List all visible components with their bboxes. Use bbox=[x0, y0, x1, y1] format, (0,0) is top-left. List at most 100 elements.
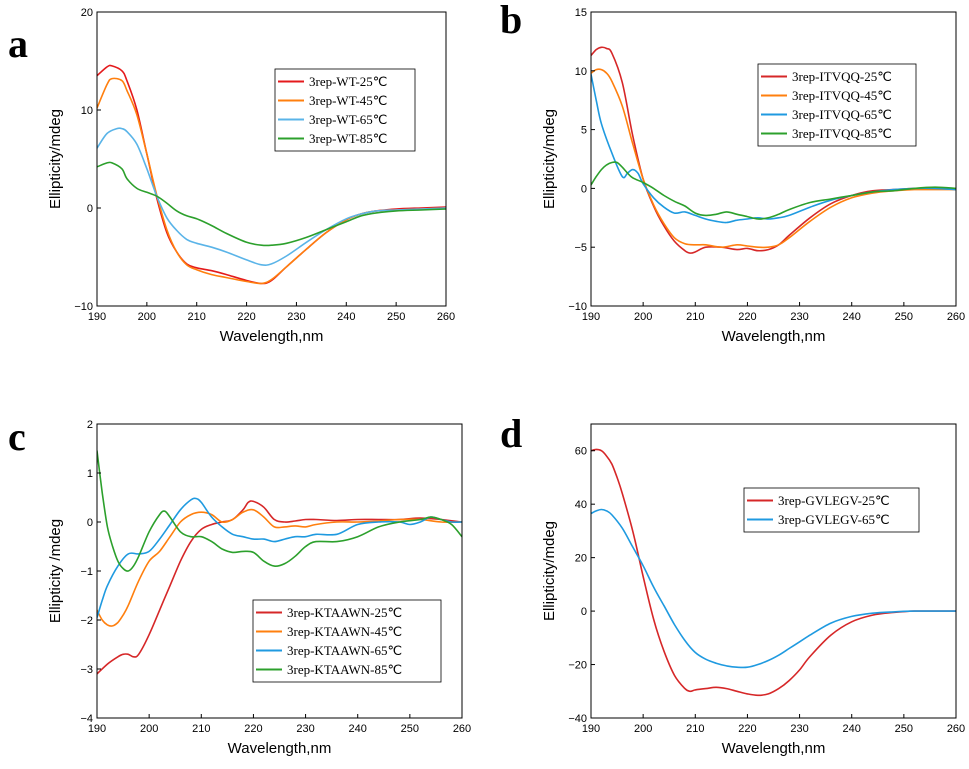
legend: 3rep-ITVQQ-25℃ 3rep-ITVQQ-45℃ 3rep-ITVQQ-6… bbox=[757, 63, 917, 147]
y-tick-label: 40 bbox=[575, 499, 587, 511]
y-tick-label: 2 bbox=[87, 419, 93, 431]
x-tick-label: 250 bbox=[895, 311, 913, 323]
x-tick-label: 230 bbox=[790, 311, 808, 323]
x-tick-label: 220 bbox=[244, 723, 262, 735]
y-axis-title: Ellipticity/mdeg bbox=[541, 109, 558, 209]
x-tick-label: 260 bbox=[947, 311, 965, 323]
chart-panel-a: a 190 200 210 220 230 240 250 260 −10 0 10 20 Wavelen… bbox=[8, 7, 455, 345]
legend-label: 3rep-GVLEGV-65℃ bbox=[778, 512, 890, 527]
x-tick-label: 190 bbox=[582, 311, 600, 323]
x-tick-label: 240 bbox=[337, 311, 355, 323]
series-group bbox=[97, 450, 462, 675]
y-axis-title: Ellipticity/mdeg bbox=[47, 109, 64, 209]
panel-letter: d bbox=[500, 411, 522, 456]
legend-label: 3rep-KTAAWN-25℃ bbox=[287, 605, 402, 620]
legend-box bbox=[274, 68, 416, 152]
chart-panel-b: b 190 200 210 220 230 240 250 260 −10 −5 0 5 10 15 Wave… bbox=[500, 0, 965, 345]
x-tick-label: 230 bbox=[790, 723, 808, 735]
x-tick-label: 210 bbox=[188, 311, 206, 323]
y-tick-label: −10 bbox=[74, 301, 93, 313]
series-line-c-2 bbox=[97, 508, 462, 627]
y-tick-label: −3 bbox=[80, 664, 93, 676]
x-tick-label: 240 bbox=[349, 723, 367, 735]
legend-label: 3rep-KTAAWN-65℃ bbox=[287, 643, 402, 658]
x-tick-label: 250 bbox=[895, 723, 913, 735]
x-tick-label: 260 bbox=[437, 311, 455, 323]
x-tick-label: 220 bbox=[237, 311, 255, 323]
y-tick-label: −40 bbox=[568, 713, 587, 725]
legend-label: 3rep-ITVQQ-25℃ bbox=[792, 69, 892, 84]
legend-label: 3rep-ITVQQ-45℃ bbox=[792, 88, 892, 103]
y-tick-label: 10 bbox=[575, 66, 587, 78]
y-tick-label: 0 bbox=[87, 517, 93, 529]
x-axis-title: Wavelength,nm bbox=[228, 740, 332, 757]
plot-frame bbox=[96, 11, 447, 307]
x-tick-label: 240 bbox=[843, 723, 861, 735]
series-line-c-3 bbox=[97, 497, 462, 619]
x-tick-label: 220 bbox=[738, 311, 756, 323]
legend-label: 3rep-WT-45℃ bbox=[309, 93, 387, 108]
y-tick-label: −2 bbox=[80, 615, 93, 627]
y-tick-label: −4 bbox=[80, 713, 93, 725]
legend-label: 3rep-WT-25℃ bbox=[309, 74, 387, 89]
y-tick-label: −20 bbox=[568, 660, 587, 672]
series-group bbox=[591, 448, 956, 697]
x-tick-label: 200 bbox=[634, 723, 652, 735]
y-tick-label: 0 bbox=[87, 203, 93, 215]
legend-label: 3rep-GVLEGV-25℃ bbox=[778, 493, 890, 508]
legend-label: 3rep-WT-85℃ bbox=[309, 131, 387, 146]
y-tick-label: 20 bbox=[575, 553, 587, 565]
y-axis-title: Ellipticity /mdeg bbox=[47, 519, 64, 623]
panel-letter: a bbox=[8, 21, 28, 66]
x-tick-label: 210 bbox=[686, 723, 704, 735]
chart-panel-c: c 190 200 210 220 230 240 250 260 −4 −3 −2 −1 0 1 2 Wave… bbox=[8, 414, 471, 757]
legend-label: 3rep-KTAAWN-85℃ bbox=[287, 662, 402, 677]
x-tick-label: 190 bbox=[88, 723, 106, 735]
legend: 3rep-GVLEGV-25℃ 3rep-GVLEGV-65℃ bbox=[743, 487, 920, 533]
x-tick-label: 260 bbox=[453, 723, 471, 735]
legend-label: 3rep-WT-65℃ bbox=[309, 112, 387, 127]
legend-box bbox=[757, 63, 917, 147]
series-line-d-2 bbox=[591, 508, 956, 669]
legend-box bbox=[252, 599, 442, 683]
y-tick-label: 0 bbox=[581, 606, 587, 618]
series-line-c-4 bbox=[97, 450, 462, 572]
y-tick-label: 5 bbox=[581, 125, 587, 137]
series-line-b-4 bbox=[591, 161, 956, 220]
x-tick-label: 210 bbox=[192, 723, 210, 735]
legend: 3rep-KTAAWN-25℃ 3rep-KTAAWN-45℃ 3rep-KTAAW… bbox=[252, 599, 442, 683]
x-axis-title: Wavelength,nm bbox=[722, 740, 826, 757]
panel-letter: c bbox=[8, 414, 26, 459]
y-tick-label: 0 bbox=[581, 183, 587, 195]
series-line-d-1 bbox=[591, 448, 956, 697]
x-axis-title: Wavelength,nm bbox=[220, 328, 324, 345]
x-tick-label: 200 bbox=[138, 311, 156, 323]
x-tick-label: 250 bbox=[401, 723, 419, 735]
x-tick-label: 200 bbox=[634, 311, 652, 323]
y-tick-label: 20 bbox=[81, 7, 93, 19]
y-tick-label: −1 bbox=[80, 566, 93, 578]
plot-frame bbox=[590, 423, 957, 719]
x-tick-label: 240 bbox=[843, 311, 861, 323]
legend-label: 3rep-KTAAWN-45℃ bbox=[287, 624, 402, 639]
x-tick-label: 260 bbox=[947, 723, 965, 735]
x-tick-label: 190 bbox=[582, 723, 600, 735]
series-group bbox=[97, 64, 446, 285]
x-axis-title: Wavelength,nm bbox=[722, 328, 826, 345]
y-tick-label: −5 bbox=[574, 242, 587, 254]
y-tick-label: 15 bbox=[575, 7, 587, 19]
x-tick-label: 220 bbox=[738, 723, 756, 735]
series-line-b-2 bbox=[591, 68, 956, 249]
x-tick-label: 230 bbox=[296, 723, 314, 735]
x-tick-label: 210 bbox=[686, 311, 704, 323]
y-axis-title: Ellipticity/mdeg bbox=[541, 521, 558, 621]
chart-panel-d: d 190 200 210 220 230 240 250 260 −40 −20 0 20 40 60 Wa… bbox=[500, 411, 965, 757]
legend-box bbox=[743, 487, 920, 533]
x-tick-label: 190 bbox=[88, 311, 106, 323]
series-group bbox=[591, 46, 956, 254]
y-tick-label: 60 bbox=[575, 446, 587, 458]
legend: 3rep-WT-25℃ 3rep-WT-45℃ 3rep-WT-65℃ 3rep-WT… bbox=[274, 68, 416, 152]
panel-letter: b bbox=[500, 0, 522, 42]
x-tick-label: 200 bbox=[140, 723, 158, 735]
